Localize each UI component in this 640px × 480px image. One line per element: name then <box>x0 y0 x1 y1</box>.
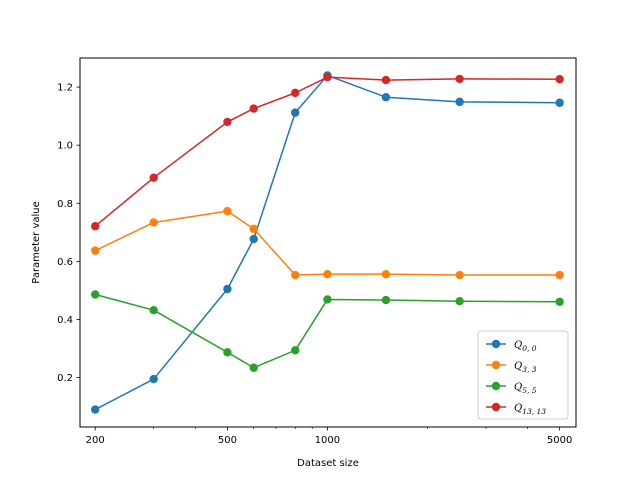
x-tick-label: 200 <box>86 435 105 446</box>
legend-marker <box>491 360 501 370</box>
data-point <box>149 305 158 315</box>
legend-label: Q5, 5 <box>514 382 537 395</box>
data-point <box>455 270 464 280</box>
data-point <box>249 234 258 244</box>
data-point <box>223 284 232 294</box>
data-point <box>149 173 158 182</box>
data-point <box>149 218 158 227</box>
legend-marker <box>491 402 501 412</box>
data-point <box>91 290 100 299</box>
data-point <box>91 222 100 231</box>
data-point <box>291 270 300 280</box>
legend-marker <box>491 339 501 349</box>
series-2 <box>91 290 564 372</box>
data-point <box>455 97 464 107</box>
data-point <box>555 98 564 107</box>
y-tick-label: 1.2 <box>57 83 73 94</box>
y-tick-label: 0.2 <box>57 373 73 384</box>
data-point <box>323 269 332 279</box>
y-tick-label: 0.6 <box>57 257 73 268</box>
y-tick-label: 0.4 <box>57 315 73 326</box>
plot-area <box>79 57 577 428</box>
data-point <box>555 297 564 306</box>
data-point <box>381 75 391 85</box>
data-point <box>249 363 258 372</box>
data-point <box>323 72 332 82</box>
data-point <box>381 295 391 305</box>
x-tick-label: 500 <box>218 435 237 446</box>
legend-label: Q3, 3 <box>514 361 537 374</box>
data-point <box>291 346 300 355</box>
data-point <box>249 104 258 113</box>
data-point <box>291 88 300 98</box>
legend-label: Q0, 0 <box>514 340 537 353</box>
series-3 <box>91 72 564 231</box>
data-point <box>91 246 100 255</box>
legend-marker <box>491 381 501 391</box>
legend-label: Q13, 13 <box>514 403 546 416</box>
legend-item: Q13, 13 <box>486 402 546 416</box>
x-axis: 200 500 1000 5000 <box>86 427 572 446</box>
data-point <box>381 269 391 279</box>
x-axis-label: Dataset size <box>297 458 359 469</box>
y-axis-label: Parameter value <box>31 201 42 284</box>
data-point <box>223 348 232 357</box>
data-point <box>223 117 232 127</box>
data-point <box>249 224 258 234</box>
series-layer <box>91 71 564 414</box>
y-tick-label: 1.0 <box>57 141 73 152</box>
data-point <box>455 74 464 84</box>
data-point <box>91 405 100 414</box>
data-point <box>149 374 158 384</box>
axes-frame <box>79 57 577 428</box>
legend: Q0, 0 Q3, 3 Q5, 5 Q13, 13 <box>477 330 569 420</box>
data-point <box>291 108 300 117</box>
legend-item: Q5, 5 <box>486 381 537 395</box>
legend-item: Q3, 3 <box>486 360 537 374</box>
data-point <box>381 93 391 102</box>
data-point <box>555 75 564 84</box>
data-point <box>455 296 464 306</box>
legend-frame <box>477 330 569 420</box>
x-tick-label: 1000 <box>315 435 340 446</box>
y-axis: 0.2 0.4 0.6 0.8 1.0 1.2 <box>57 83 80 384</box>
legend-item: Q0, 0 <box>486 339 537 353</box>
series-1 <box>91 206 564 280</box>
data-point <box>555 270 564 280</box>
y-tick-label: 0.8 <box>57 199 73 210</box>
data-point <box>223 206 232 216</box>
x-tick-label: 5000 <box>547 435 572 446</box>
data-point <box>323 295 332 304</box>
